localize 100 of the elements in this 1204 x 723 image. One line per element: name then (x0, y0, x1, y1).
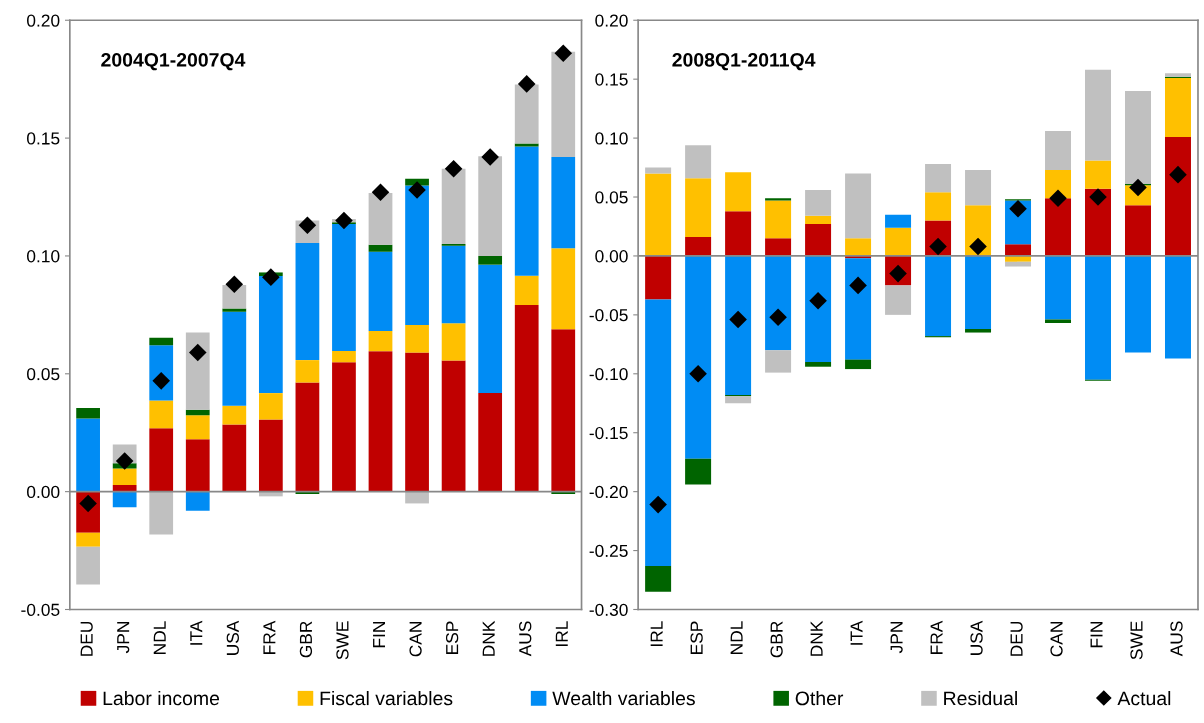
bar (725, 172, 752, 212)
y-tick-label: -0.15 (589, 426, 628, 440)
bar (185, 491, 210, 511)
bar (965, 255, 992, 330)
bar (1085, 160, 1111, 189)
bar (478, 255, 503, 265)
bar (332, 224, 356, 351)
bar (805, 215, 832, 225)
bar (1164, 255, 1191, 359)
bar (185, 409, 210, 416)
point (554, 44, 573, 63)
bar (514, 275, 539, 305)
point (849, 276, 867, 295)
x-tick-label: DEU (80, 621, 93, 656)
bar (368, 330, 393, 352)
bar (645, 173, 672, 256)
text: 2008Q1-2011Q4 (672, 52, 816, 71)
bar (1045, 255, 1072, 320)
bar (112, 491, 137, 508)
bar (112, 485, 137, 492)
x-tick-label: SWE (1130, 621, 1143, 660)
bar (222, 311, 247, 406)
bar (1005, 244, 1032, 256)
y-tick-label: 0.15 (595, 73, 628, 86)
x-tick-label: FIN (373, 622, 385, 648)
bar (725, 255, 752, 395)
bar (845, 173, 872, 239)
x-tick-label: JPN (117, 622, 130, 654)
x-tick-label: FIN (1090, 622, 1103, 648)
bar (76, 532, 100, 547)
y-tick-label: 0.05 (595, 191, 628, 204)
bar (149, 428, 174, 492)
bar (1164, 136, 1191, 256)
bar (258, 419, 283, 492)
point (1009, 200, 1027, 218)
point (408, 181, 426, 199)
x-tick-label: NDL (730, 621, 743, 654)
bar (76, 407, 100, 419)
y-tick-label: 0.00 (27, 485, 60, 499)
bar (222, 405, 247, 425)
bar (965, 169, 992, 206)
text: 2004Q1-2007Q4 (101, 52, 246, 71)
bar (685, 255, 712, 459)
point (1169, 165, 1187, 184)
bar (1005, 261, 1032, 267)
bar (805, 255, 832, 363)
x-tick-label: ESP (690, 621, 703, 654)
bar (441, 323, 466, 361)
bar (845, 238, 872, 256)
bar (885, 227, 912, 256)
legend-label: Fiscal variables (320, 690, 453, 706)
bar (441, 360, 466, 492)
bar (185, 332, 210, 410)
x-tick-label: IRL (555, 621, 568, 647)
bar (645, 565, 672, 592)
bar (222, 308, 247, 312)
legend-label: Labor income (103, 690, 220, 706)
bar (478, 393, 503, 492)
x-tick-label: AUS (1170, 621, 1183, 657)
x-tick-label: SWE (336, 621, 349, 660)
x-tick-label: CAN (409, 622, 422, 657)
point (262, 268, 280, 286)
y-tick-label: 0.20 (27, 14, 60, 27)
y-tick-label: -0.25 (589, 544, 628, 558)
x-tick-label: GBR (770, 621, 783, 658)
bar (685, 237, 712, 256)
bar (685, 145, 712, 179)
bar (1125, 90, 1151, 185)
bar (1125, 255, 1151, 353)
bar (551, 248, 576, 330)
y-tick-label: 0.10 (595, 132, 628, 145)
bar (478, 264, 503, 394)
x-tick-label: IRL (650, 621, 663, 647)
point (517, 75, 536, 93)
point (444, 159, 463, 178)
bar (441, 168, 466, 244)
legend-label: Actual (1117, 690, 1171, 706)
bar (1085, 255, 1111, 380)
x-tick-label: DNK (482, 620, 495, 656)
x-tick-label: DNK (810, 620, 823, 656)
bar (514, 146, 539, 276)
bar (765, 255, 792, 351)
point (335, 211, 353, 230)
y-tick-label: 0.20 (595, 14, 628, 27)
bar (368, 193, 393, 245)
bar (925, 192, 952, 221)
bar (76, 546, 100, 585)
bar (965, 329, 992, 333)
y-tick-label: -0.10 (589, 367, 628, 381)
point (729, 310, 747, 329)
point (769, 308, 787, 327)
bar (1085, 188, 1111, 256)
bar (149, 337, 174, 346)
x-tick-label: FRA (930, 620, 943, 654)
bar (1045, 198, 1072, 256)
bar (551, 329, 576, 492)
x-tick-label: CAN (1050, 622, 1063, 657)
x-tick-label: NDL (153, 621, 166, 654)
bar (1085, 69, 1111, 161)
bar (885, 214, 912, 228)
